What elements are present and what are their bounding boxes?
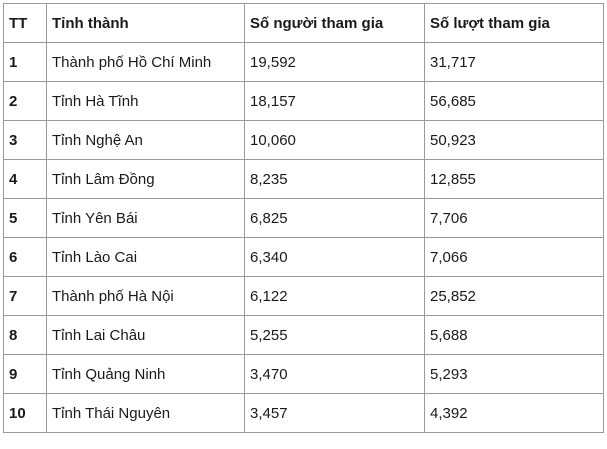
cell-province: Thành phố Hồ Chí Minh (46, 42, 245, 82)
cell-province: Tỉnh Thái Nguyên (46, 393, 245, 433)
cell-entries: 4,392 (424, 393, 604, 433)
cell-entries: 7,066 (424, 237, 604, 277)
cell-province: Tỉnh Hà Tĩnh (46, 81, 245, 121)
cell-participants: 6,340 (244, 237, 425, 277)
cell-tt: 3 (3, 120, 47, 160)
table-row: 1 Thành phố Hồ Chí Minh 19,592 31,717 (3, 42, 604, 82)
header-province: Tỉnh thành (46, 3, 245, 43)
header-entries: Số lượt tham gia (424, 3, 604, 43)
table-row: 3 Tỉnh Nghệ An 10,060 50,923 (3, 120, 604, 160)
cell-province: Thành phố Hà Nội (46, 276, 245, 316)
cell-participants: 5,255 (244, 315, 425, 355)
cell-tt: 2 (3, 81, 47, 121)
table-row: 5 Tỉnh Yên Bái 6,825 7,706 (3, 198, 604, 238)
cell-participants: 6,122 (244, 276, 425, 316)
table-body: 1 Thành phố Hồ Chí Minh 19,592 31,717 2 … (3, 42, 604, 433)
cell-tt: 8 (3, 315, 47, 355)
cell-province: Tỉnh Yên Bái (46, 198, 245, 238)
cell-entries: 25,852 (424, 276, 604, 316)
cell-participants: 6,825 (244, 198, 425, 238)
table-row: 6 Tỉnh Lào Cai 6,340 7,066 (3, 237, 604, 277)
cell-tt: 1 (3, 42, 47, 82)
header-participants: Số người tham gia (244, 3, 425, 43)
cell-entries: 12,855 (424, 159, 604, 199)
cell-participants: 10,060 (244, 120, 425, 160)
cell-province: Tỉnh Quảng Ninh (46, 354, 245, 394)
table-row: 7 Thành phố Hà Nội 6,122 25,852 (3, 276, 604, 316)
cell-province: Tỉnh Lâm Đồng (46, 159, 245, 199)
table-row: 9 Tỉnh Quảng Ninh 3,470 5,293 (3, 354, 604, 394)
cell-tt: 6 (3, 237, 47, 277)
cell-province: Tỉnh Lào Cai (46, 237, 245, 277)
cell-tt: 4 (3, 159, 47, 199)
cell-tt: 9 (3, 354, 47, 394)
cell-province: Tỉnh Nghệ An (46, 120, 245, 160)
table-row: 4 Tỉnh Lâm Đồng 8,235 12,855 (3, 159, 604, 199)
cell-entries: 50,923 (424, 120, 604, 160)
cell-participants: 18,157 (244, 81, 425, 121)
cell-tt: 5 (3, 198, 47, 238)
cell-participants: 19,592 (244, 42, 425, 82)
cell-participants: 8,235 (244, 159, 425, 199)
ranking-table: TT Tỉnh thành Số người tham gia Số lượt … (3, 3, 604, 433)
cell-participants: 3,470 (244, 354, 425, 394)
table-row: 8 Tỉnh Lai Châu 5,255 5,688 (3, 315, 604, 355)
ranking-table-container: TT Tỉnh thành Số người tham gia Số lượt … (3, 3, 604, 433)
cell-entries: 31,717 (424, 42, 604, 82)
header-tt: TT (3, 3, 47, 43)
cell-tt: 10 (3, 393, 47, 433)
table-row: 2 Tỉnh Hà Tĩnh 18,157 56,685 (3, 81, 604, 121)
cell-entries: 7,706 (424, 198, 604, 238)
table-header-row: TT Tỉnh thành Số người tham gia Số lượt … (3, 3, 604, 43)
cell-participants: 3,457 (244, 393, 425, 433)
cell-tt: 7 (3, 276, 47, 316)
table-row: 10 Tỉnh Thái Nguyên 3,457 4,392 (3, 393, 604, 433)
cell-province: Tỉnh Lai Châu (46, 315, 245, 355)
cell-entries: 5,293 (424, 354, 604, 394)
cell-entries: 5,688 (424, 315, 604, 355)
cell-entries: 56,685 (424, 81, 604, 121)
